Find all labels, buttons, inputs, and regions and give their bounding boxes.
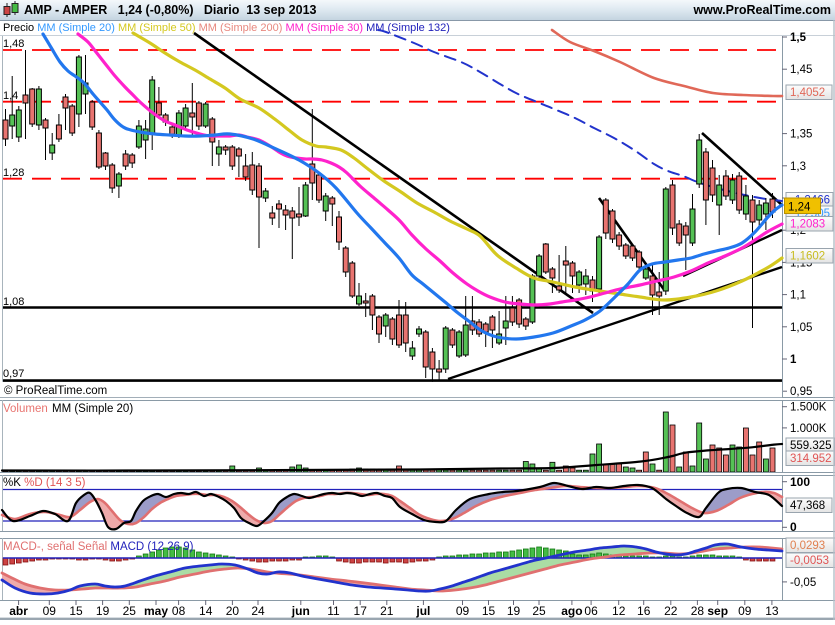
svg-text:may: may bbox=[144, 604, 168, 618]
svg-text:jun: jun bbox=[291, 604, 310, 618]
svg-text:24: 24 bbox=[251, 604, 265, 618]
svg-text:© ProRealTime.com: © ProRealTime.com bbox=[4, 385, 107, 397]
svg-text:1,4: 1,4 bbox=[3, 90, 18, 102]
svg-text:559.325: 559.325 bbox=[790, 440, 832, 452]
svg-text:09: 09 bbox=[456, 604, 470, 618]
svg-text:1,08: 1,08 bbox=[3, 296, 24, 308]
svg-text:1,35: 1,35 bbox=[790, 129, 812, 141]
svg-text:www.ProRealTime.com: www.ProRealTime.com bbox=[692, 3, 831, 17]
svg-text:1,28: 1,28 bbox=[3, 167, 24, 179]
svg-text:16: 16 bbox=[637, 604, 651, 618]
svg-text:sep: sep bbox=[707, 604, 728, 618]
svg-text:MACD-, señal Señal MACD (12 26: MACD-, señal Señal MACD (12 26 9) bbox=[3, 541, 194, 553]
svg-text:1: 1 bbox=[790, 354, 797, 366]
svg-text:-0,05: -0,05 bbox=[790, 577, 816, 589]
svg-text:%K %D (14 3 5): %K %D (14 3 5) bbox=[3, 477, 86, 489]
svg-text:0,0293: 0,0293 bbox=[790, 540, 825, 552]
svg-text:1,1602: 1,1602 bbox=[790, 251, 825, 263]
svg-text:1.500K: 1.500K bbox=[790, 402, 827, 414]
svg-text:314.952: 314.952 bbox=[790, 453, 832, 465]
svg-text:13: 13 bbox=[765, 604, 779, 618]
svg-text:0: 0 bbox=[790, 520, 797, 534]
svg-text:28: 28 bbox=[691, 604, 705, 618]
svg-text:0,95: 0,95 bbox=[790, 386, 812, 398]
svg-text:1,24: 1,24 bbox=[788, 202, 811, 214]
svg-text:1.000K: 1.000K bbox=[790, 423, 827, 435]
svg-text:15: 15 bbox=[482, 604, 496, 618]
svg-text:15: 15 bbox=[69, 604, 83, 618]
svg-text:12: 12 bbox=[612, 604, 626, 618]
svg-text:jul: jul bbox=[415, 604, 430, 618]
svg-text:1,05: 1,05 bbox=[790, 322, 812, 334]
svg-text:17: 17 bbox=[354, 604, 368, 618]
svg-text:09: 09 bbox=[43, 604, 57, 618]
svg-text:100: 100 bbox=[790, 475, 810, 489]
svg-text:21: 21 bbox=[380, 604, 394, 618]
svg-text:AMP - AMPER 1,24 (-0,80%): AMP - AMPER 1,24 (-0,80%) Diario 13 sep … bbox=[24, 3, 317, 17]
svg-text:-0,0053: -0,0053 bbox=[790, 555, 829, 567]
svg-text:06: 06 bbox=[584, 604, 598, 618]
svg-text:1,1: 1,1 bbox=[790, 290, 806, 302]
svg-text:MM (Simple 20): MM (Simple 20) bbox=[52, 403, 133, 415]
svg-text:1,4052: 1,4052 bbox=[790, 87, 825, 99]
svg-text:09: 09 bbox=[738, 604, 752, 618]
svg-text:1,5: 1,5 bbox=[790, 32, 807, 44]
svg-text:1,45: 1,45 bbox=[790, 64, 812, 76]
svg-text:Precio MM (Simple 20) MM (Simp: Precio MM (Simple 20) MM (Simple 50) MM … bbox=[3, 22, 450, 34]
svg-text:11: 11 bbox=[327, 604, 340, 618]
svg-text:25: 25 bbox=[123, 604, 137, 618]
svg-text:1,3: 1,3 bbox=[790, 161, 806, 173]
svg-text:25: 25 bbox=[532, 604, 546, 618]
svg-text:Volumen: Volumen bbox=[3, 403, 48, 415]
svg-text:47,368: 47,368 bbox=[790, 500, 825, 512]
svg-text:ago: ago bbox=[561, 604, 582, 618]
svg-text:22: 22 bbox=[664, 604, 678, 618]
svg-text:1,2083: 1,2083 bbox=[790, 219, 825, 231]
svg-text:0,97: 0,97 bbox=[3, 368, 24, 380]
svg-text:14: 14 bbox=[199, 604, 213, 618]
svg-text:abr: abr bbox=[9, 604, 28, 618]
svg-text:1,48: 1,48 bbox=[3, 38, 24, 50]
svg-text:19: 19 bbox=[96, 604, 110, 618]
svg-text:20: 20 bbox=[226, 604, 240, 618]
svg-text:19: 19 bbox=[507, 604, 521, 618]
svg-text:08: 08 bbox=[172, 604, 186, 618]
